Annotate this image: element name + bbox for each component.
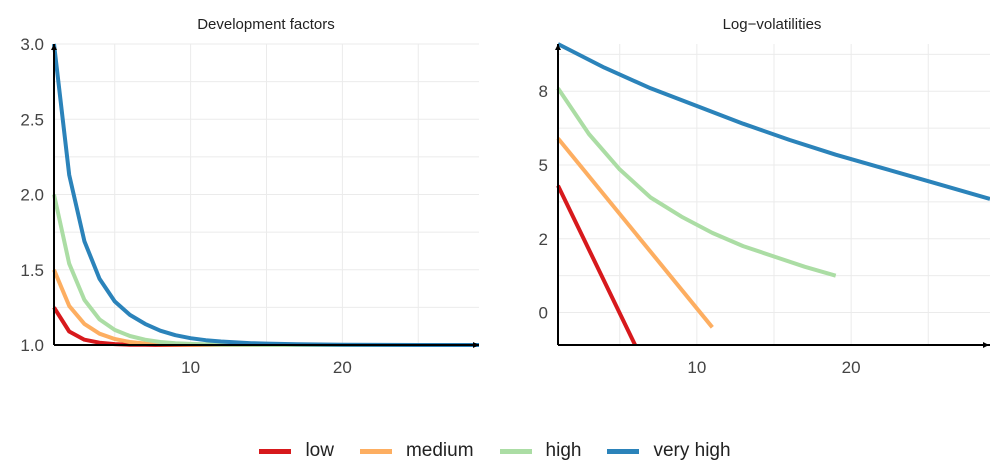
- legend-label: very high: [653, 440, 731, 461]
- legend: low medium high very high: [0, 440, 990, 462]
- y-axis-arrow: [555, 44, 561, 50]
- chart-development-factors: Development factors 1.0 1.5 2.0 2.5 3.0 10 20: [20, 16, 479, 377]
- chart-title: Log−volatilities: [723, 16, 822, 33]
- legend-label: high: [545, 440, 582, 461]
- x-axis-arrow: [473, 342, 479, 348]
- chart-title: Development factors: [197, 16, 335, 33]
- legend-label: medium: [405, 440, 474, 461]
- y-tick-label: 1.0: [20, 336, 44, 355]
- y-tick-label: 2: [539, 230, 548, 249]
- legend-item: very high: [607, 440, 731, 461]
- y-tick-label: 2.0: [20, 186, 44, 205]
- legend-swatch: [259, 448, 292, 454]
- x-tick-label: 10: [687, 358, 706, 377]
- y-tick-label: 3.0: [20, 35, 44, 54]
- series-line-high: [556, 87, 837, 278]
- y-tick-label: 5: [539, 156, 548, 175]
- series-line-medium: [556, 137, 714, 329]
- x-tick-label: 20: [333, 358, 352, 377]
- x-tick-label: 10: [181, 358, 200, 377]
- legend-item: high: [499, 440, 582, 461]
- x-axis-arrow: [983, 342, 989, 348]
- x-tick-label: 20: [842, 358, 861, 377]
- chart-log-volatilities: Log−volatilities 0 2 5 8 10 20: [539, 16, 990, 377]
- series-group: [556, 42, 990, 346]
- series-line-low: [556, 184, 637, 346]
- legend-item: medium: [359, 440, 474, 461]
- legend-item: low: [259, 441, 334, 461]
- y-tick-label: 8: [539, 82, 548, 101]
- y-tick-label: 1.5: [20, 261, 44, 280]
- tick-labels: 0 2 5 8 10 20: [539, 82, 861, 377]
- legend-label: low: [305, 440, 334, 461]
- legend-swatch: [359, 448, 392, 454]
- y-tick-label: 0: [539, 304, 548, 323]
- series-line-very-high: [557, 42, 990, 201]
- legend-swatch: [607, 448, 640, 454]
- legend-swatch: [499, 448, 532, 454]
- grid: [558, 44, 990, 345]
- axes: [51, 44, 479, 348]
- tick-labels: 1.0 1.5 2.0 2.5 3.0 10 20: [20, 35, 351, 377]
- grid: [54, 43, 479, 345]
- y-tick-label: 2.5: [20, 110, 44, 129]
- axes: [555, 44, 990, 348]
- y-axis-arrow: [51, 44, 57, 50]
